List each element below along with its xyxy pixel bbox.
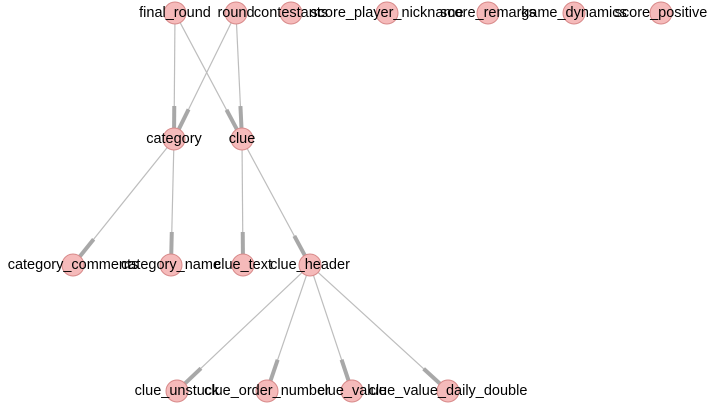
node-clue_text (231, 253, 255, 277)
edges-layer (78, 22, 442, 386)
node-label-score_player_nickname: score_player_nickname (310, 5, 463, 21)
edge-clue_header-to-clue_value_daily_double (317, 271, 441, 385)
node-clue (230, 127, 254, 151)
node-clue_value (340, 379, 364, 403)
node-label-category: category (146, 131, 202, 147)
node-final_round (163, 1, 187, 25)
node-label-category_name: category_name (121, 257, 221, 273)
node-label-round: round (217, 5, 254, 21)
node-label-final_round: final_round (139, 5, 211, 21)
arrowhead-clue_header-to-clue_value (339, 359, 351, 382)
node-label-clue_order_number: clue_order_number (204, 383, 330, 399)
node-category_comments (61, 253, 85, 277)
node-contestants (279, 1, 303, 25)
arrowhead-clue_header-to-clue_order_number (268, 359, 280, 382)
labels-layer: final_round round contestantsscore_player_… (8, 5, 708, 399)
node-label-clue_value: clue_value (317, 383, 386, 399)
nodes-layer (61, 1, 673, 403)
arrowhead-clue_header-to-clue_value_daily_double (422, 367, 442, 386)
node-category_name (159, 253, 183, 277)
node-label-game_dynamics: game_dynamics (521, 5, 627, 21)
node-category (162, 127, 186, 151)
node-label-score_positive: score_positive (615, 5, 708, 21)
node-label-clue_value_daily_double: clue_value_daily_double (369, 383, 528, 399)
node-clue_order_number (255, 379, 279, 403)
node-score_player_nickname (375, 1, 399, 25)
arrowhead-category-to-category_comments (78, 238, 96, 258)
edge-clue_header-to-clue_unstuck (184, 272, 303, 384)
node-label-clue_text: clue_text (214, 257, 272, 273)
node-label-clue: clue (229, 131, 256, 147)
node-label-clue_unstuck: clue_unstuck (135, 383, 220, 399)
node-label-category_comments: category_comments (8, 257, 139, 273)
node-score_positive (649, 1, 673, 25)
arrowhead-category-to-category_name (169, 231, 174, 255)
arrowhead-clue-to-clue_header (292, 235, 307, 257)
arrowhead-final_round-to-clue (224, 108, 239, 131)
node-clue_unstuck (165, 379, 189, 403)
arrowhead-round-to-category (177, 108, 191, 131)
node-game_dynamics (562, 1, 586, 25)
node-label-clue_header: clue_header (270, 257, 350, 273)
node-label-score_remarks: score_remarks (440, 5, 536, 21)
node-round (224, 1, 248, 25)
arrowhead-clue_header-to-clue_unstuck (183, 366, 203, 385)
node-clue_value_daily_double (436, 379, 460, 403)
arrowhead-round-to-clue (238, 105, 244, 129)
edge-category-to-category_comments (79, 147, 168, 257)
node-score_remarks (476, 1, 500, 25)
node-label-contestants: contestants (254, 5, 328, 21)
node-clue_header (298, 253, 322, 277)
